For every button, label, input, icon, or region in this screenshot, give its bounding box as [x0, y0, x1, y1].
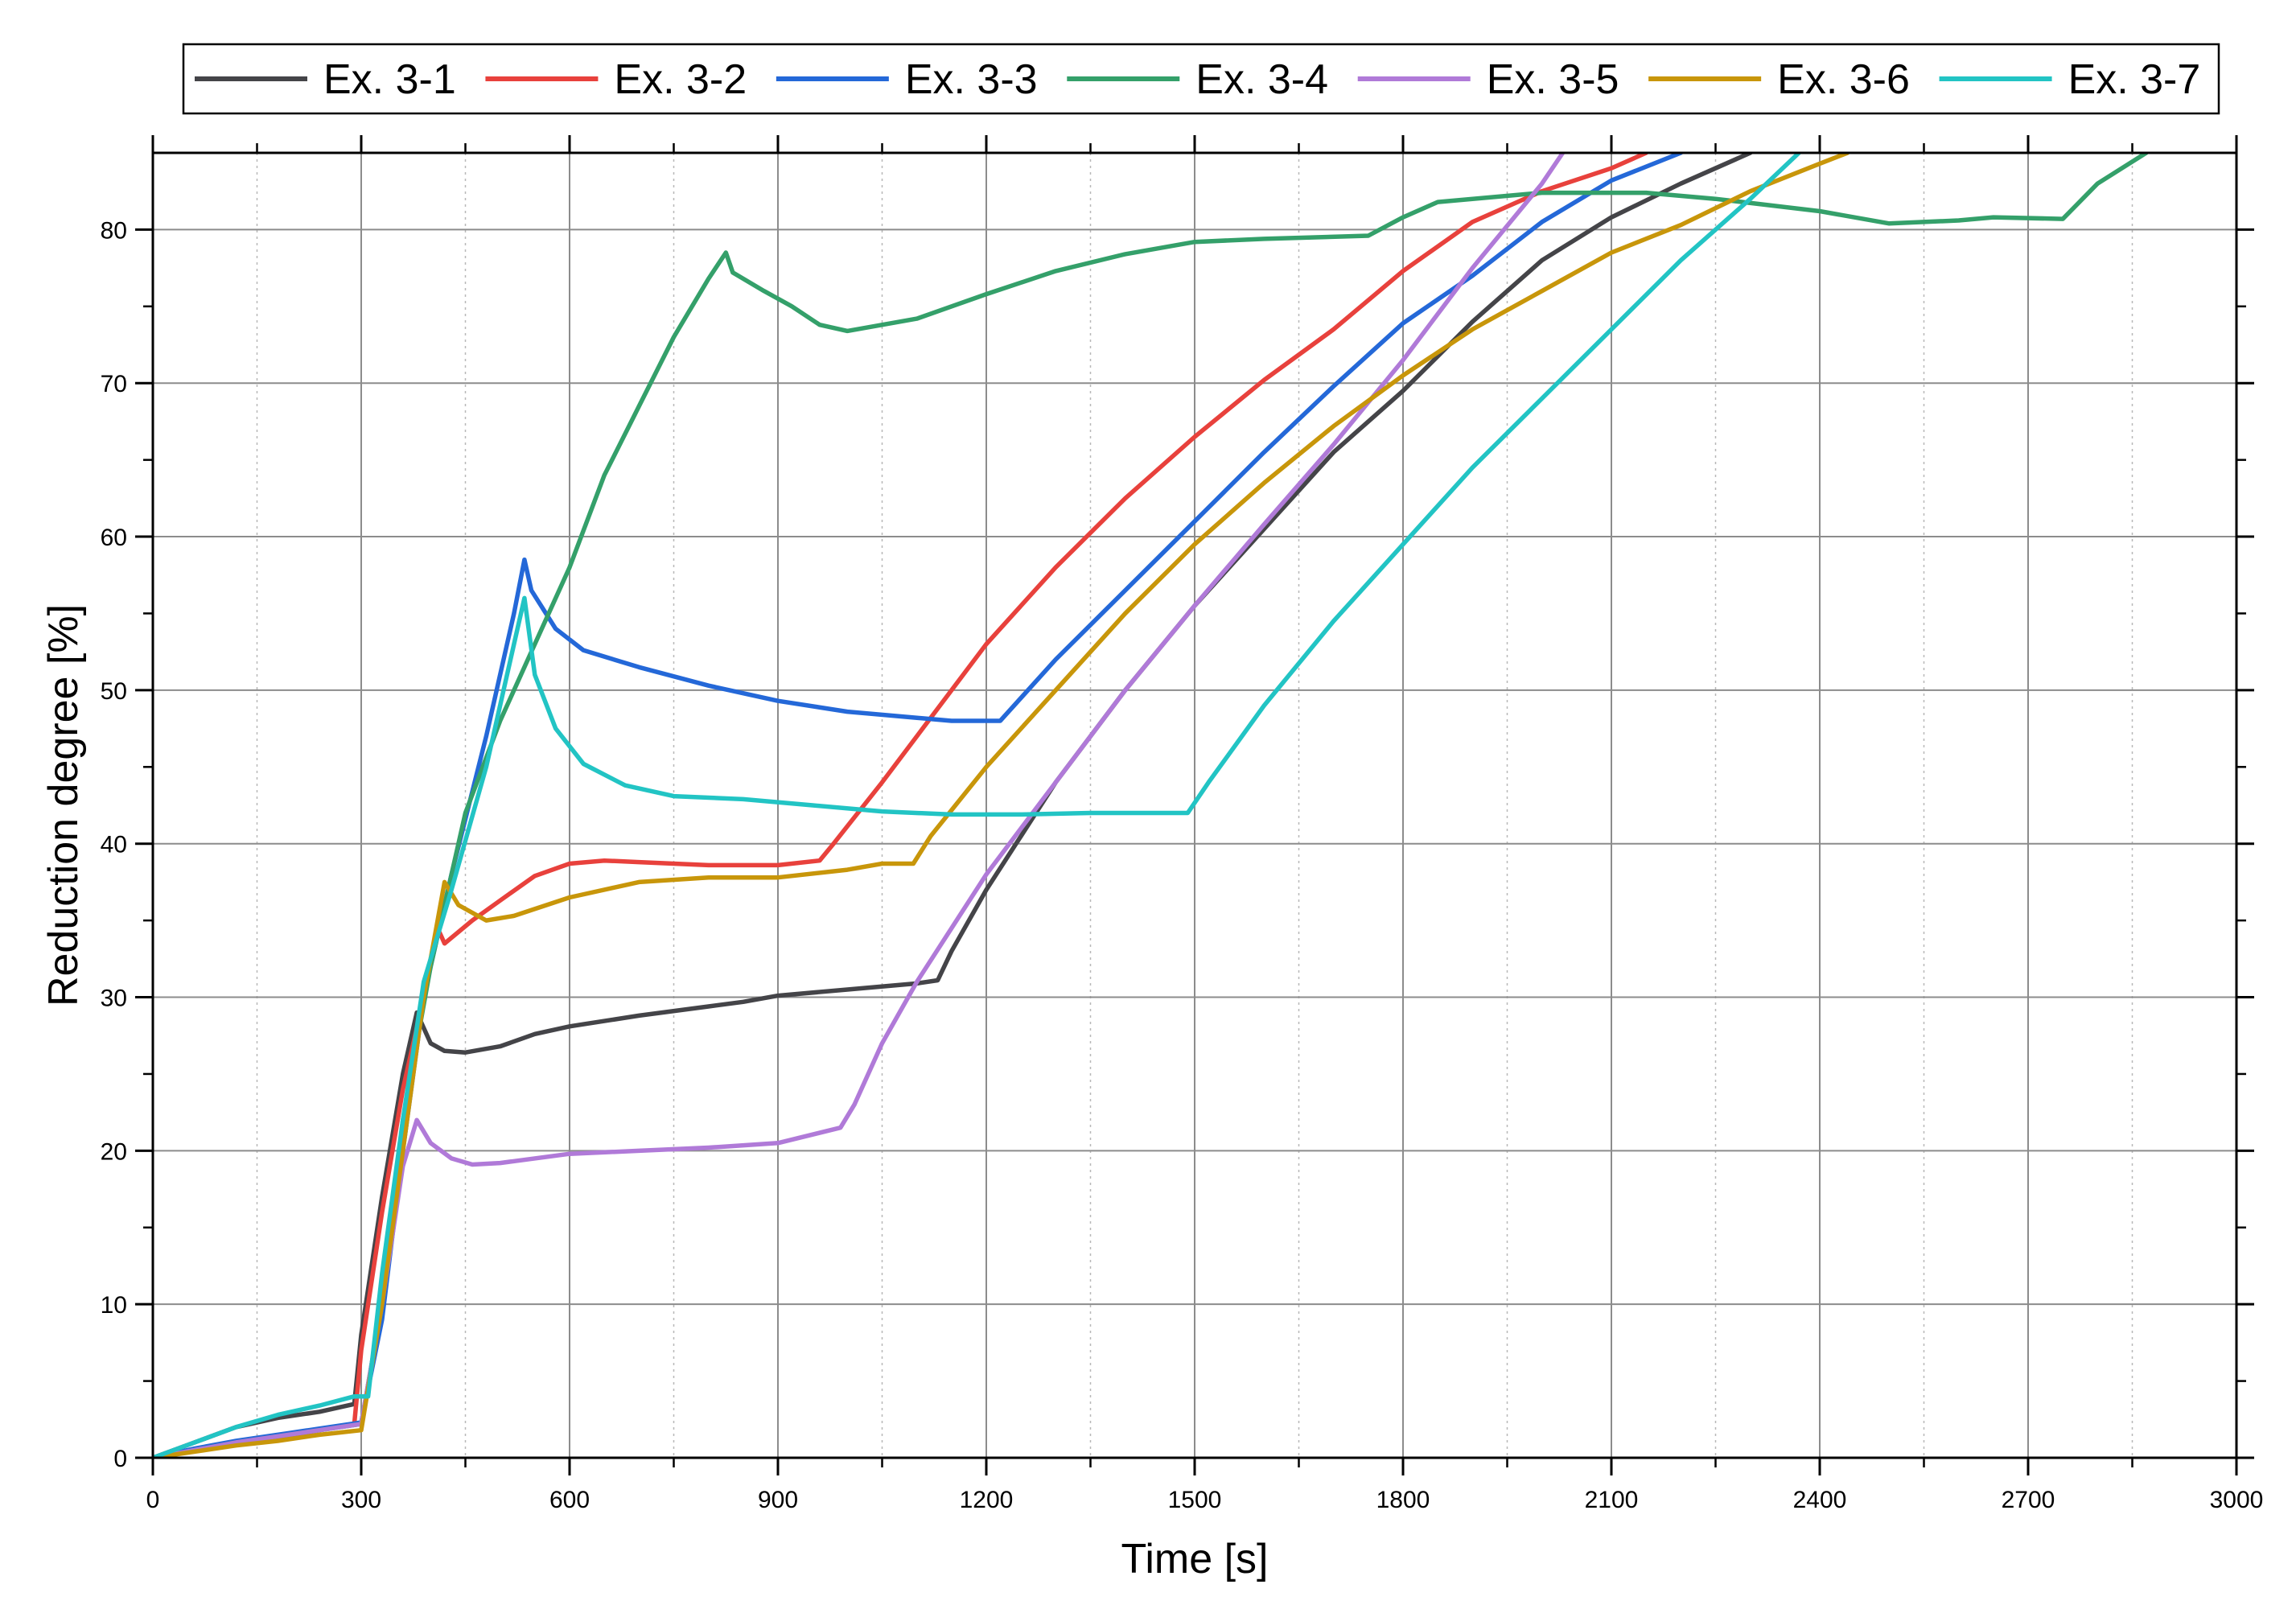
legend: Ex. 3-1 Ex. 3-2 Ex. 3-3 Ex. 3-4 Ex. 3-5 Ex. 3… [182, 43, 2220, 115]
x-tick-label: 300 [341, 1487, 381, 1513]
series-line-1 [153, 153, 1753, 1458]
y-tick-label: 70 [101, 371, 127, 397]
grid-lines [153, 153, 2236, 1458]
y-tick-label: 30 [101, 986, 127, 1012]
legend-label-5: Ex. 3-5 [1487, 56, 1619, 103]
y-tick-label: 10 [101, 1292, 127, 1319]
x-tick-label: 0 [146, 1487, 160, 1513]
series-line-7 [153, 153, 1801, 1458]
x-tick-label: 2400 [1793, 1487, 1847, 1513]
y-tick-label: 20 [101, 1138, 127, 1165]
series-line-2 [153, 153, 1648, 1458]
x-tick-label: 2700 [2002, 1487, 2055, 1513]
legend-label-1: Ex. 3-1 [323, 56, 456, 103]
y-tick-label: 50 [101, 678, 127, 705]
legend-label-2: Ex. 3-2 [614, 56, 747, 103]
legend-label-3: Ex. 3-3 [905, 56, 1038, 103]
x-tick-label: 1800 [1376, 1487, 1430, 1513]
x-tick-label: 2100 [1585, 1487, 1639, 1513]
y-tick-label: 80 [101, 217, 127, 244]
y-tick-label: 40 [101, 832, 127, 858]
y-axis-title: Reduction degree [%] [40, 604, 87, 1006]
y-tick-label: 60 [101, 525, 127, 551]
legend-label-7: Ex. 3-7 [2068, 56, 2201, 103]
x-tick-label: 1200 [960, 1487, 1014, 1513]
x-tick-label: 600 [549, 1487, 590, 1513]
axis-ticks: 0 300 600 900 1200 1500 1800 2100 2400 2700 3000 0 1… [101, 135, 2264, 1513]
legend-label-4: Ex. 3-4 [1195, 56, 1328, 103]
x-tick-label: 1500 [1168, 1487, 1222, 1513]
y-tick-label: 0 [113, 1446, 127, 1472]
x-tick-label: 3000 [2210, 1487, 2264, 1513]
legend-label-6: Ex. 3-6 [1777, 56, 1910, 103]
x-axis-title: Time [s] [1121, 1536, 1269, 1582]
series-lines [153, 153, 2149, 1458]
x-tick-label: 900 [758, 1487, 798, 1513]
